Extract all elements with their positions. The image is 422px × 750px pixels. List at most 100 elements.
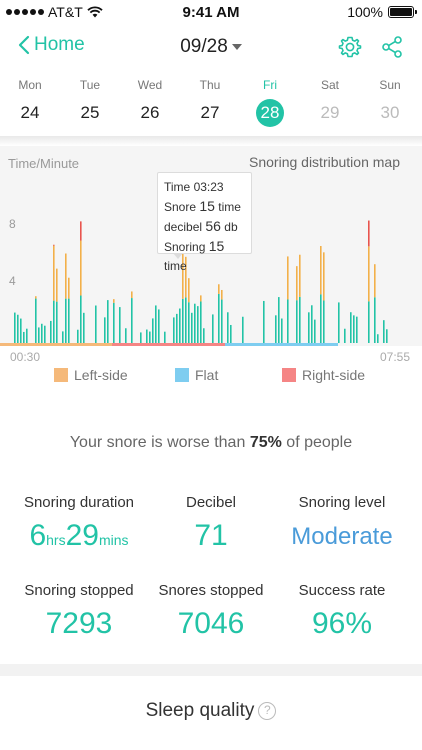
success-rate-stat: Success rate 96% bbox=[272, 582, 412, 641]
snore-bar bbox=[200, 301, 202, 343]
help-icon[interactable]: ? bbox=[258, 701, 277, 720]
wifi-icon bbox=[87, 6, 103, 18]
tooltip-decibel-unit: db bbox=[224, 220, 238, 234]
success-label: Success rate bbox=[298, 582, 386, 599]
snore-bar bbox=[221, 299, 223, 343]
snore-bar bbox=[41, 323, 43, 343]
legend-right-side: Right-side bbox=[282, 367, 365, 383]
snore-bar bbox=[62, 331, 64, 343]
date-label: 09/28 bbox=[180, 36, 228, 57]
chart-title: Snoring distribution map bbox=[249, 154, 400, 170]
snores-stopped-stat: Snores stopped 7046 bbox=[141, 582, 281, 641]
comparison-prefix: Your snore is worse than bbox=[69, 434, 246, 451]
snore-bar bbox=[386, 329, 388, 343]
snore-bar-mid bbox=[65, 253, 67, 299]
snores-stopped-label: Snores stopped bbox=[158, 582, 264, 599]
tooltip-snore-value: 15 bbox=[199, 198, 215, 214]
snore-bar bbox=[131, 298, 133, 343]
snore-bar bbox=[185, 297, 187, 343]
snoring-chart: Time/Minute Snoring distribution map 8 4… bbox=[0, 146, 422, 396]
day-name: Tue bbox=[79, 78, 101, 92]
snore-bar-mid bbox=[185, 256, 187, 298]
legend-left-label: Left-side bbox=[74, 367, 128, 383]
battery-percent: 100% bbox=[347, 4, 383, 20]
snore-bar bbox=[275, 315, 277, 343]
snore-bar-high bbox=[80, 221, 82, 241]
nav-bar: Home 09/28 bbox=[0, 26, 422, 70]
comparison-suffix: of people bbox=[286, 434, 353, 451]
snore-bar bbox=[35, 298, 37, 343]
snore-bar bbox=[344, 328, 346, 343]
decibel-stat: Decibel 71 bbox=[141, 494, 281, 553]
tooltip-snore-label: Snore bbox=[164, 200, 197, 214]
day-mon[interactable]: Mon 24 bbox=[0, 78, 60, 136]
day-thu[interactable]: Thu 27 bbox=[180, 78, 240, 136]
week-divider bbox=[0, 136, 422, 146]
snore-bar bbox=[281, 318, 283, 343]
tooltip-decibel-row: decibel 56 db bbox=[164, 217, 245, 237]
snore-bar bbox=[14, 312, 16, 343]
snore-bar-mid bbox=[188, 278, 190, 303]
snore-bar bbox=[20, 318, 22, 343]
snore-bar bbox=[320, 294, 322, 343]
day-name: Thu bbox=[199, 78, 221, 92]
legend-flat-label: Flat bbox=[195, 367, 219, 383]
snore-bar-mid bbox=[131, 291, 133, 299]
snore-bar bbox=[140, 332, 142, 343]
carrier-info: AT&T bbox=[6, 4, 103, 20]
snore-bar bbox=[263, 300, 265, 343]
duration-value: 6hrs29mins bbox=[9, 519, 149, 553]
section-divider bbox=[0, 664, 422, 676]
snore-bar bbox=[56, 301, 58, 343]
snore-bar-mid bbox=[287, 256, 289, 300]
day-number: 27 bbox=[200, 103, 220, 122]
snore-bar bbox=[353, 315, 355, 343]
snore-bar bbox=[23, 331, 25, 343]
level-label: Snoring level bbox=[298, 494, 386, 511]
decibel-value: 71 bbox=[194, 519, 228, 552]
snore-bar bbox=[314, 319, 316, 343]
snore-bar bbox=[227, 312, 229, 343]
tooltip-snore-unit: time bbox=[218, 200, 241, 214]
snore-bar bbox=[149, 331, 151, 343]
tooltip-snoring-unit: time bbox=[164, 259, 187, 273]
snore-bar bbox=[176, 313, 178, 343]
snoring-duration-stat: Snoring duration 6hrs29mins bbox=[9, 494, 149, 553]
snore-bar-high bbox=[368, 220, 370, 247]
snore-bar bbox=[83, 312, 85, 343]
gear-icon[interactable] bbox=[338, 35, 362, 59]
share-icon[interactable] bbox=[380, 35, 404, 59]
tooltip-time-label: Time bbox=[164, 180, 191, 194]
snore-bar-mid bbox=[320, 246, 322, 295]
tooltip-time-value: 03:23 bbox=[193, 180, 224, 194]
day-name: Sat bbox=[320, 78, 339, 92]
tooltip-snore-row: Snore 15 time bbox=[164, 197, 245, 217]
snore-bar bbox=[218, 293, 220, 343]
snore-bar bbox=[311, 305, 313, 343]
snore-bar bbox=[296, 300, 298, 343]
snore-bars[interactable] bbox=[0, 146, 422, 346]
day-tue[interactable]: Tue 25 bbox=[60, 78, 120, 136]
home-back-button[interactable]: Home bbox=[18, 34, 85, 56]
day-sat[interactable]: Sat 29 bbox=[300, 78, 360, 136]
snore-bar bbox=[173, 317, 175, 343]
day-sun[interactable]: Sun 30 bbox=[360, 78, 420, 136]
snore-bar bbox=[152, 318, 154, 343]
snore-bar bbox=[164, 331, 166, 343]
snore-bar bbox=[230, 324, 232, 343]
snore-bar-mid bbox=[323, 252, 325, 301]
snore-bar bbox=[155, 305, 157, 343]
snore-bar-high bbox=[53, 244, 55, 246]
duration-mins: 29 bbox=[65, 519, 99, 552]
day-wed[interactable]: Wed 26 bbox=[120, 78, 180, 136]
y-axis-title: Time/Minute bbox=[8, 156, 80, 171]
home-label: Home bbox=[34, 34, 85, 55]
snore-bar bbox=[65, 298, 67, 343]
day-number: 28 bbox=[256, 99, 284, 127]
clock: 9:41 AM bbox=[182, 4, 240, 21]
posture-segment bbox=[0, 343, 112, 346]
stopped-label: Snoring stopped bbox=[24, 582, 134, 599]
day-fri[interactable]: Fri 28 bbox=[240, 78, 300, 136]
date-selector[interactable]: 09/28 bbox=[0, 36, 422, 58]
success-value: 96% bbox=[311, 607, 373, 640]
